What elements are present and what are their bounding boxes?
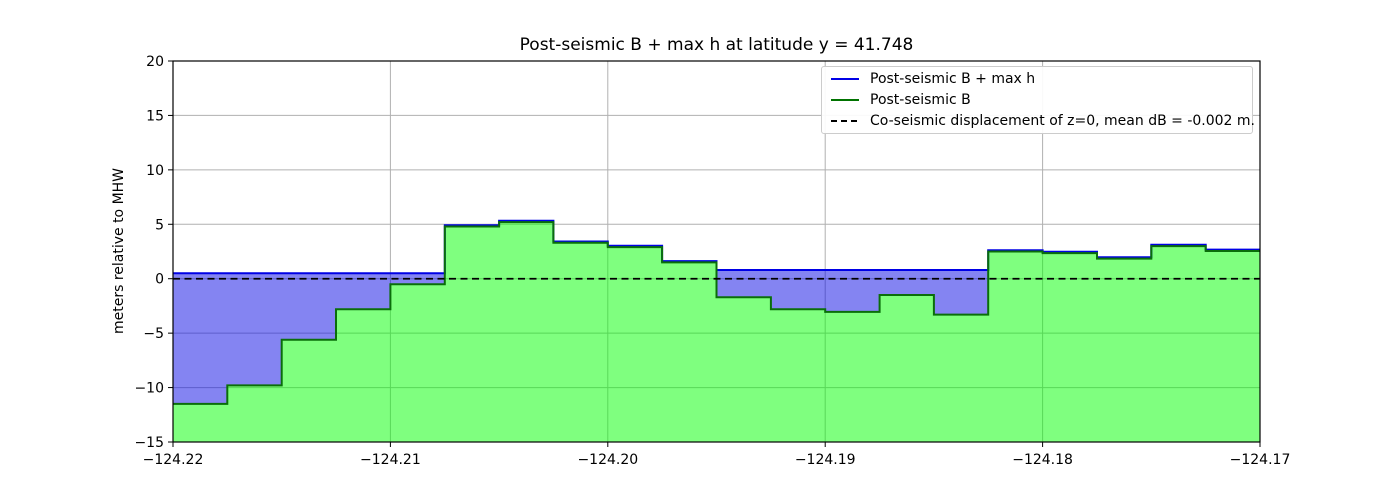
legend-line-sample-blue	[831, 78, 859, 81]
x-tick-label: −124.19	[795, 452, 856, 468]
legend-label: Post-seismic B	[870, 91, 971, 108]
y-tick-label: −15	[134, 435, 164, 451]
legend-entry: Post-seismic B	[822, 90, 1252, 110]
y-tick-label: 10	[146, 163, 164, 179]
y-tick-label: −10	[134, 381, 164, 397]
x-tick-label: −124.17	[1230, 452, 1291, 468]
legend-label: Post-seismic B + max h	[870, 71, 1036, 88]
legend-box: Post-seismic B + max h Post-seismic B Co…	[821, 66, 1255, 134]
y-tick-label: 20	[146, 54, 164, 70]
y-tick-label: 15	[146, 108, 164, 124]
y-tick-label: 5	[155, 217, 164, 233]
chart-title: Post-seismic B + max h at latitude y = 4…	[519, 35, 914, 55]
x-tick-label: −124.22	[143, 452, 204, 468]
x-tick-label: −124.21	[360, 452, 421, 468]
legend-line-sample-green	[831, 98, 859, 101]
legend-entry: Co-seismic displacement of z=0, mean dB …	[822, 111, 1255, 131]
green-step-line	[173, 221, 1260, 405]
x-tick-label: −124.18	[1012, 452, 1073, 468]
legend-label: Co-seismic displacement of z=0, mean dB …	[870, 112, 1255, 129]
y-tick-label: 0	[155, 272, 164, 288]
x-tick-label: −124.20	[577, 452, 638, 468]
plot-frame	[172, 60, 1261, 443]
legend-entry: Post-seismic B + max h	[822, 69, 1252, 89]
y-tick-label: −5	[143, 326, 164, 342]
legend-line-sample-dashed	[831, 119, 859, 122]
